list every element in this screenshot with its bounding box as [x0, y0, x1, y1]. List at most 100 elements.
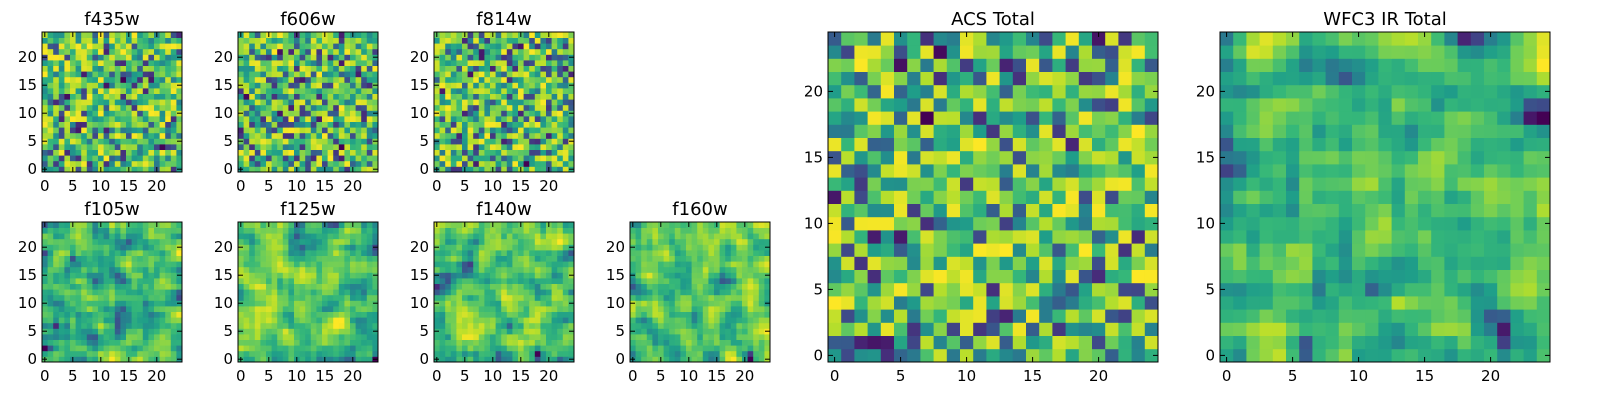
heatmap-cell — [299, 334, 306, 340]
heatmap-cell — [456, 48, 463, 55]
heatmap-cell — [702, 322, 709, 329]
heatmap-cell — [450, 311, 457, 318]
heatmap-cell — [103, 289, 110, 296]
heatmap-cell — [137, 166, 144, 173]
heatmap-cell — [53, 266, 60, 273]
heatmap-cell — [946, 309, 961, 323]
heatmap-cell — [933, 190, 948, 204]
heatmap-cell — [366, 82, 373, 89]
heatmap-cell — [551, 261, 558, 268]
heatmap-cell — [562, 121, 569, 128]
heatmap-cell — [641, 350, 648, 357]
heatmap-cell — [546, 244, 552, 251]
heatmap-cell — [361, 311, 368, 318]
heatmap-cell — [501, 317, 508, 324]
heatmap-cell — [316, 222, 323, 228]
heatmap-cell — [131, 43, 138, 50]
heatmap-cells — [434, 222, 575, 363]
heatmap-cell — [456, 322, 463, 329]
heatmap-cell — [159, 356, 166, 363]
heatmap-cell — [103, 238, 110, 245]
heatmap-cell — [254, 37, 261, 44]
heatmap-cell — [47, 345, 54, 352]
heatmap-cell — [680, 350, 687, 357]
heatmap-cell — [434, 289, 440, 296]
heatmap-cell — [439, 356, 446, 363]
heatmap-cell — [70, 278, 76, 284]
heatmap-cell — [131, 350, 138, 357]
heatmap-cell — [86, 99, 93, 106]
heatmap-cell — [562, 244, 569, 251]
heatmap-cell — [70, 37, 76, 44]
heatmap-cell — [277, 294, 284, 301]
heatmap-cell — [243, 294, 250, 301]
heatmap-cell — [131, 294, 138, 301]
heatmap-cell — [58, 144, 65, 150]
heatmap-cell — [568, 121, 575, 128]
heatmap-cell — [434, 71, 440, 78]
heatmap-cell — [501, 104, 508, 111]
heatmap-cell — [114, 294, 121, 301]
heatmap-cell — [64, 132, 71, 139]
heatmap-cell — [439, 300, 446, 307]
heatmap-cell — [249, 356, 256, 363]
heatmap-cell — [534, 261, 541, 268]
heatmap-cell — [1092, 190, 1106, 204]
heatmap-cell — [260, 311, 267, 318]
heatmap-cell — [501, 127, 508, 134]
heatmap-cell — [691, 322, 698, 329]
heatmap-cell — [58, 244, 65, 251]
heatmap-cell — [288, 261, 295, 268]
heatmap-cell — [361, 32, 368, 38]
heatmap-cell — [350, 255, 356, 262]
y-tick-label: 15 — [606, 266, 625, 284]
heatmap-cell — [501, 311, 508, 318]
heatmap-cell — [86, 255, 93, 262]
heatmap-cell — [512, 283, 519, 290]
heatmap-cell — [529, 48, 536, 55]
heatmap-cell — [42, 233, 48, 240]
heatmap-cell — [277, 278, 284, 284]
heatmap-cell — [652, 227, 659, 234]
heatmap-cell — [462, 71, 468, 78]
heatmap-cell — [445, 250, 452, 256]
heatmap-cell — [973, 190, 987, 204]
heatmap-cell — [518, 144, 524, 150]
heatmap-cell — [1105, 335, 1119, 350]
heatmap-cell — [277, 37, 284, 44]
heatmap-cell — [282, 311, 289, 318]
heatmap-cell — [686, 311, 692, 318]
heatmap-cell — [75, 76, 82, 83]
heatmap-cell — [663, 227, 670, 234]
heatmap-cell — [271, 144, 278, 150]
heatmap-cell — [635, 339, 642, 346]
heatmap-cell — [920, 177, 934, 191]
x-tick-label: 20 — [343, 367, 362, 385]
heatmap-cell — [478, 32, 485, 38]
heatmap-cell — [165, 272, 172, 279]
heatmap-cell — [534, 334, 541, 340]
heatmap-cell — [131, 160, 138, 167]
heatmap-cell — [512, 356, 519, 363]
heatmap-cell — [344, 160, 351, 167]
heatmap-cell — [736, 222, 743, 228]
heatmap-cell — [131, 48, 138, 55]
heatmap-cell — [154, 300, 160, 307]
heatmap-cell — [529, 317, 536, 324]
heatmap-cell — [557, 272, 564, 279]
heatmap-cell — [299, 71, 306, 78]
heatmap-cell — [350, 160, 356, 167]
heatmap-cell — [1026, 256, 1040, 270]
heatmap-cell — [316, 272, 323, 279]
heatmap-cell — [243, 60, 250, 66]
heatmap-cell — [238, 238, 244, 245]
heatmap-cell — [142, 116, 149, 122]
heatmap-cell — [81, 345, 88, 352]
y-tick-label: 20 — [606, 238, 625, 256]
heatmap-cell — [1065, 164, 1080, 178]
heatmap-cell — [1118, 282, 1132, 297]
heatmap-cell — [758, 317, 765, 324]
heatmap-cell — [478, 149, 485, 156]
heatmap-cell — [691, 255, 698, 262]
heatmap-cell — [294, 233, 300, 240]
